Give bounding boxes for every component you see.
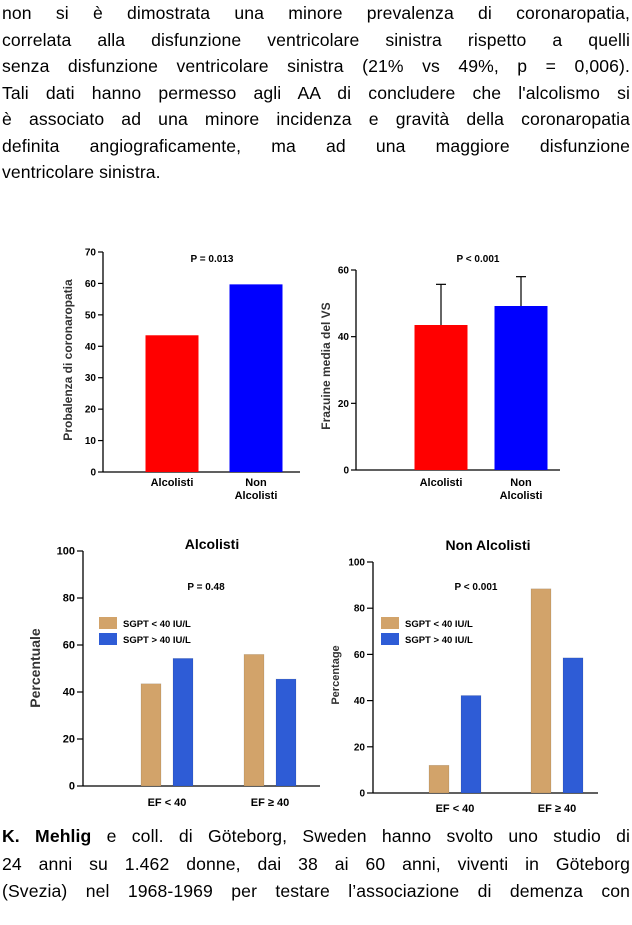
y-tick-label: 40 — [354, 696, 366, 707]
bar — [428, 764, 450, 794]
y-axis-label: Percentage — [330, 645, 342, 704]
legend-swatch — [99, 633, 117, 645]
legend-label: SGPT < 40 IU/L — [123, 619, 191, 630]
y-tick-label: 60 — [338, 266, 350, 277]
y-tick-label: 0 — [359, 789, 365, 800]
y-axis-label: Frazuine media del VS — [319, 302, 333, 429]
bar — [243, 654, 265, 787]
y-tick-label: 40 — [338, 332, 350, 343]
y-tick-label: 40 — [85, 342, 97, 353]
text-line: è associato ad una minore incidenza e gr… — [2, 109, 630, 129]
text-line: definita angiograficamente, ma ad una ma… — [2, 135, 630, 156]
bar — [460, 695, 482, 794]
bar — [414, 325, 468, 470]
text-line: Tali dati hanno permesso agli AA di conc… — [2, 82, 630, 103]
x-tick-label: Alcolisti — [235, 490, 278, 502]
y-tick-label: 20 — [338, 399, 350, 410]
y-axis-label: Percentuale — [27, 628, 43, 708]
y-tick-label: 40 — [63, 687, 75, 699]
y-tick-label: 20 — [354, 742, 366, 753]
bar — [145, 335, 199, 472]
paragraph-top: non si è dimostrata una minore prevalenz… — [2, 0, 630, 186]
x-tick-label: EF ≥ 40 — [538, 803, 576, 815]
x-tick-label: Non — [510, 477, 532, 489]
legend-swatch — [381, 633, 399, 645]
bar — [172, 658, 194, 787]
paragraph-bottom: K. Mehlig e coll. di Göteborg, Sweden ha… — [2, 823, 630, 906]
y-tick-label: 0 — [90, 468, 96, 479]
x-tick-label: Non — [245, 477, 267, 489]
legend-swatch — [381, 617, 399, 629]
y-tick-label: 0 — [343, 466, 349, 477]
y-tick-label: 50 — [85, 310, 97, 321]
chart-title: Non Alcolisti — [445, 537, 530, 553]
x-tick-label: EF ≥ 40 — [251, 797, 289, 809]
x-tick-label: Alcolisti — [151, 477, 194, 489]
y-tick-label: 80 — [63, 593, 75, 605]
y-tick-label: 70 — [85, 248, 97, 259]
legend-label: SGPT < 40 IU/L — [405, 619, 473, 630]
text-line: non si è dimostrata una minore prevalenz… — [2, 3, 630, 23]
p-value-annotation: P < 0.001 — [455, 582, 498, 593]
y-tick-label: 0 — [69, 781, 75, 793]
y-tick-label: 100 — [348, 558, 365, 569]
bar — [494, 306, 548, 470]
bar — [562, 657, 584, 794]
text-run: e coll. di Göteborg, Sweden hanno svolto… — [91, 826, 630, 846]
bar — [275, 678, 297, 787]
y-tick-label: 60 — [63, 640, 75, 652]
p-value-annotation: P = 0.48 — [187, 582, 225, 593]
text-line: correlata alla disfunzione ventricolare … — [2, 29, 630, 50]
bar — [229, 284, 283, 472]
legend-label: SGPT > 40 IU/L — [123, 635, 191, 646]
legend-swatch — [99, 617, 117, 629]
y-tick-label: 30 — [85, 373, 97, 384]
x-tick-label: EF < 40 — [436, 803, 475, 815]
y-axis-label: Probalenza di coronaropatia — [61, 279, 75, 441]
text-line: (Svezia) nel 1968-1969 per testare l’ass… — [2, 881, 630, 901]
legend-label: SGPT > 40 IU/L — [405, 635, 473, 646]
chart-title: P = 0.013 — [191, 254, 234, 265]
text-line: 24 anni su 1.462 donne, dai 38 ai 60 ann… — [2, 853, 630, 874]
y-tick-label: 20 — [63, 734, 75, 746]
bar — [530, 588, 552, 794]
y-tick-label: 60 — [354, 650, 366, 661]
x-tick-label: Alcolisti — [420, 477, 463, 489]
author-name: K. Mehlig — [2, 826, 92, 846]
chart-title: P < 0.001 — [457, 254, 500, 265]
y-tick-label: 100 — [57, 546, 75, 558]
y-tick-label: 60 — [85, 279, 97, 290]
bar — [140, 683, 162, 787]
x-tick-label: EF < 40 — [148, 797, 187, 809]
y-tick-label: 80 — [354, 604, 366, 615]
y-tick-label: 20 — [85, 405, 97, 416]
chart-title: Alcolisti — [185, 536, 239, 552]
y-tick-label: 10 — [85, 436, 97, 447]
text-line: ventricolare sinistra. — [2, 162, 161, 182]
x-tick-label: Alcolisti — [500, 490, 543, 502]
text-line: K. Mehlig e coll. di Göteborg, Sweden ha… — [2, 823, 630, 851]
text-line: senza disfunzione ventricolare sinistra … — [2, 56, 630, 76]
